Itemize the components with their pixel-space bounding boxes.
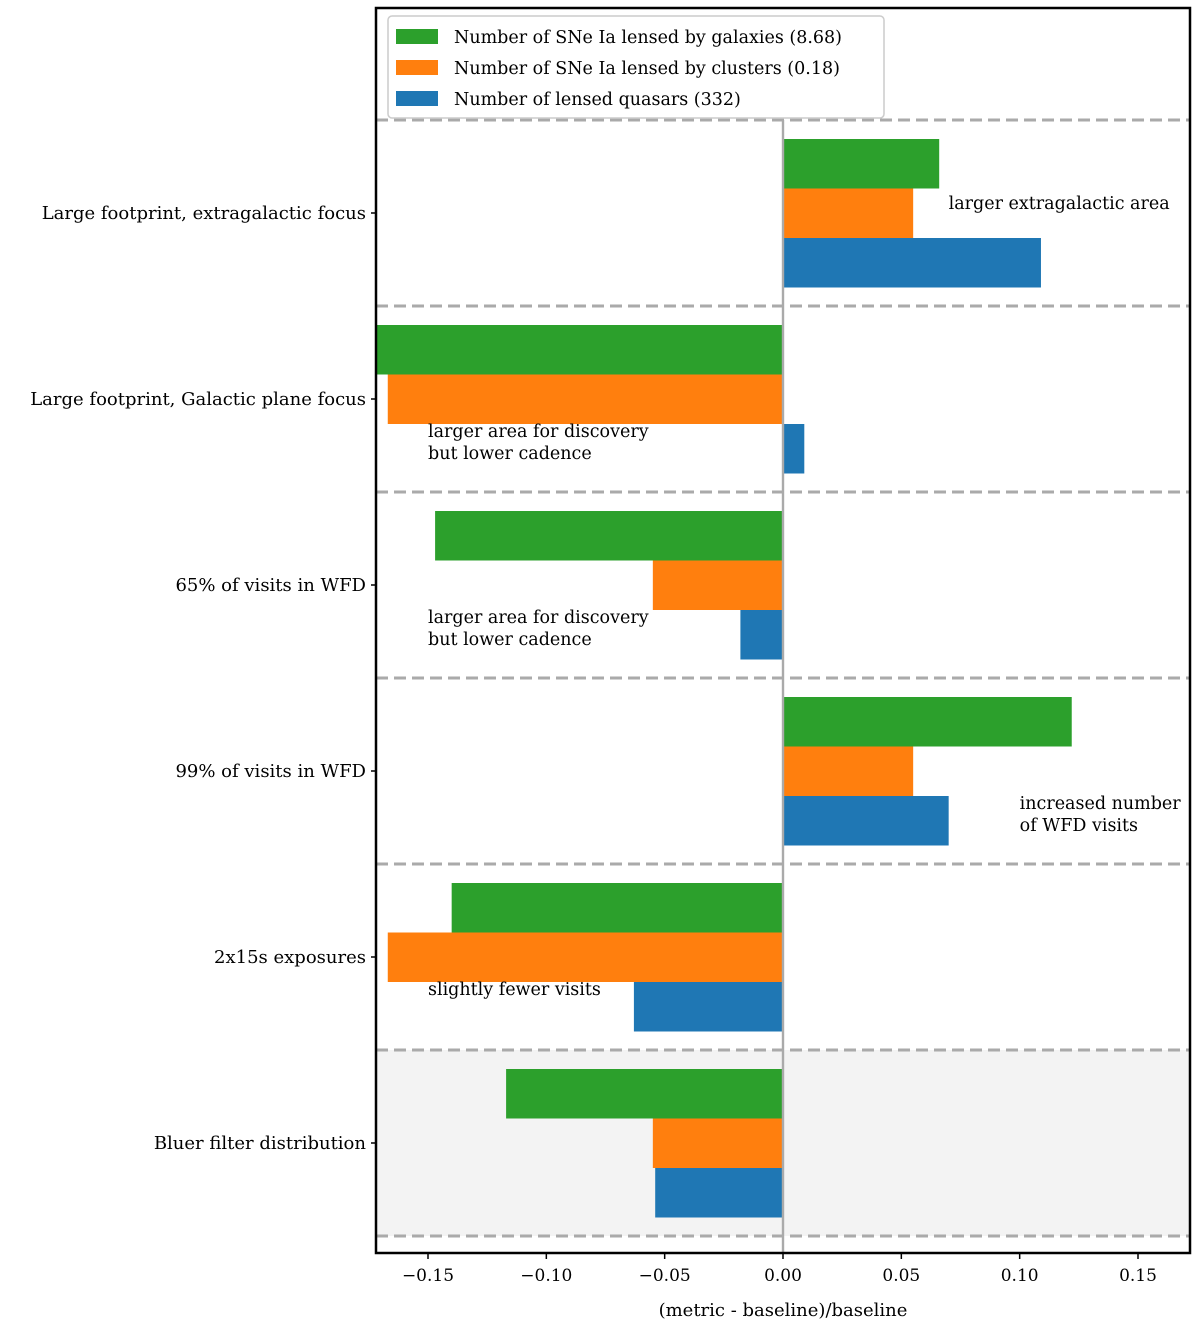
annotation-large-footprint-galactic-plane-focus: larger area for discovery but lower caden… [428, 422, 649, 464]
annotation-line: but lower cadence [428, 630, 592, 650]
plot-area: larger extragalactic area larger area for… [376, 118, 1190, 1253]
annotation-line: larger extragalactic area [949, 194, 1170, 214]
y-tick-label-99-of-visits-in-wfd: 99% of visits in WFD [175, 761, 366, 782]
x-tick-label: 0.05 [882, 1266, 920, 1286]
x-tick-label: 0.00 [764, 1266, 802, 1286]
bar-65-of-visits-in-wfd-series-1 [435, 511, 783, 561]
y-tick-label-large-footprint-galactic-plane-focus: Large footprint, Galactic plane focus [30, 389, 366, 410]
bar-large-footprint-extragalactic-focus-series-3 [783, 238, 1041, 288]
bar-bluer-filter-distribution-series-1 [506, 1069, 783, 1119]
annotation-large-footprint-extragalactic-focus: larger extragalactic area [949, 194, 1170, 214]
bar-2x15s-exposures-series-3 [633, 982, 783, 1032]
bar-2x15s-exposures-series-2 [387, 932, 783, 982]
legend: Number of SNe Ia lensed by galaxies (8.6… [387, 15, 885, 119]
bar-65-of-visits-in-wfd-series-2 [652, 560, 783, 610]
annotation-line: larger area for discovery [428, 422, 649, 442]
x-tick-label: 0.15 [1119, 1266, 1157, 1286]
x-tick-label: −0.15 [402, 1266, 454, 1286]
legend-box [387, 15, 885, 119]
axes: Large footprint, extragalactic focus Larg… [30, 6, 1192, 1286]
y-tick-label-large-footprint-extragalactic-focus: Large footprint, extragalactic focus [42, 203, 366, 224]
bar-large-footprint-extragalactic-focus-series-1 [783, 139, 940, 189]
y-tick-label-bluer-filter-distribution: Bluer filter distribution [154, 1133, 367, 1154]
legend-entry-3: Number of lensed quasars (332) [454, 90, 741, 110]
x-tick-label: 0.10 [1001, 1266, 1039, 1286]
legend-swatch-3 [396, 91, 438, 106]
y-tick-label-65-of-visits-in-wfd: 65% of visits in WFD [175, 575, 366, 596]
bar-99-of-visits-in-wfd-series-3 [783, 796, 949, 846]
bar-2x15s-exposures-series-1 [451, 883, 783, 933]
bar-large-footprint-galactic-plane-focus-series-1 [376, 325, 783, 375]
bar-99-of-visits-in-wfd-series-1 [783, 697, 1072, 747]
x-tick-label: −0.05 [639, 1266, 691, 1286]
annotation-line: larger area for discovery [428, 608, 649, 628]
bar-65-of-visits-in-wfd-series-3 [740, 610, 783, 660]
annotation-2x15s-exposures: slightly fewer visits [428, 980, 601, 1000]
annotation-line: slightly fewer visits [428, 980, 601, 1000]
bar-99-of-visits-in-wfd-series-2 [783, 746, 914, 796]
bar-bluer-filter-distribution-series-2 [652, 1118, 783, 1168]
x-tick-label: −0.10 [520, 1266, 572, 1286]
annotation-99-of-visits-in-wfd: increased number of WFD visits [1020, 794, 1182, 836]
annotation-line: but lower cadence [428, 444, 592, 464]
annotation-line: of WFD visits [1020, 816, 1138, 836]
bar-large-footprint-extragalactic-focus-series-2 [783, 188, 914, 238]
bar-large-footprint-galactic-plane-focus-series-3 [783, 424, 805, 474]
annotation-65-of-visits-in-wfd: larger area for discovery but lower caden… [428, 608, 649, 650]
bar-large-footprint-galactic-plane-focus-series-2 [387, 374, 783, 424]
legend-entry-1: Number of SNe Ia lensed by galaxies (8.6… [454, 28, 842, 48]
bar-bluer-filter-distribution-series-3 [655, 1168, 783, 1218]
x-axis-label: (metric - baseline)/baseline [659, 1300, 908, 1321]
legend-entry-2: Number of SNe Ia lensed by clusters (0.1… [454, 59, 840, 79]
y-tick-label-2x15s-exposures: 2x15s exposures [214, 947, 366, 968]
legend-swatch-2 [396, 60, 438, 75]
annotation-line: increased number [1020, 794, 1182, 814]
legend-swatch-1 [396, 29, 438, 44]
